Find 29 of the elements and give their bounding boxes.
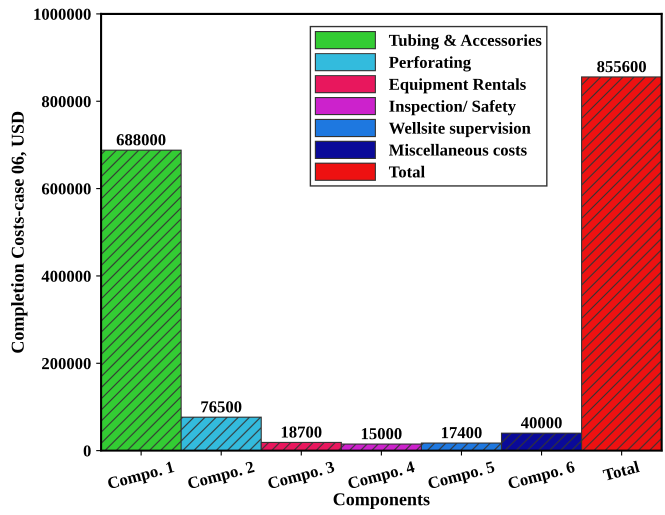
data-label: 688000 [116,134,166,146]
y-tick-label: 400000 [42,270,91,282]
legend-label: Tubing & Accessories [388,34,542,50]
x-tick-label: Compo. 3 [267,461,336,492]
data-label: 855600 [597,60,646,72]
y-tick-label: 1000000 [34,8,91,20]
x-axis-title: Components [334,493,430,510]
y-tick-label: 200000 [42,358,91,370]
x-tick-label: Compo. 1 [107,461,176,492]
y-tick-label: 800000 [42,96,91,108]
data-label: 17400 [442,427,482,438]
legend-label: Total [388,166,425,178]
x-tick-label: Compo. 2 [187,461,256,492]
y-tick-label: 600000 [42,183,91,195]
legend-label: Miscellaneous costs [388,144,527,156]
legend-label: Inspection/ Safety [389,100,516,116]
data-label: 40000 [520,417,562,428]
data-label: 18700 [282,426,322,438]
x-tick-label: Compo. 4 [347,460,416,492]
legend-label: Perforating [388,56,471,72]
data-label: 76500 [201,401,242,412]
x-tick-label: Compo. 5 [427,461,496,492]
x-tick-label: Compo. 6 [507,460,576,492]
legend-label: Equipment Rentals [388,78,526,94]
y-axis-title: Completion Costs-case 06, USD [11,112,28,353]
data-label: 15000 [362,428,402,440]
x-tick-label: Total [602,460,640,482]
y-tick-label: 0 [84,445,91,457]
legend-label: Wellsite supervision [388,122,531,138]
